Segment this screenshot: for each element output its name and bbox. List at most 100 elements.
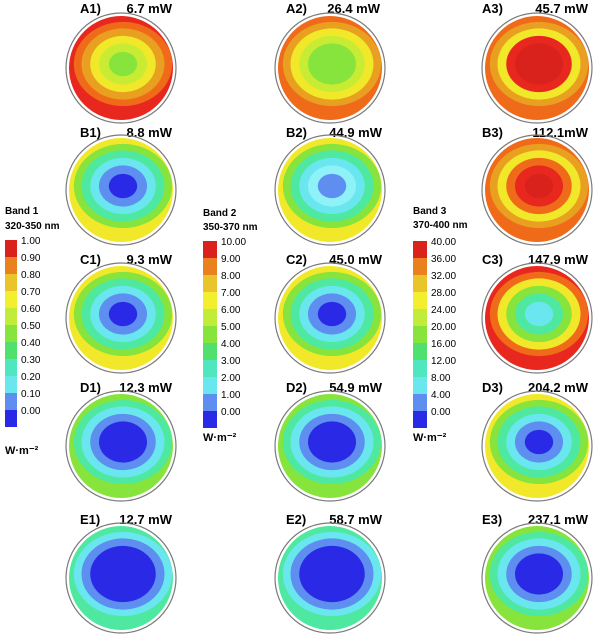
heatmap-panel-d2 (274, 390, 386, 502)
heatmap-panel-a2 (274, 12, 386, 124)
colorbar-3-tick: 32.00 (431, 271, 456, 282)
panel-label-e1: E1) (80, 512, 100, 527)
heatmap-contour (317, 301, 347, 327)
colorbar-1: 1.00 0.90 0.80 0.70 0.60 0.50 0.40 0.30 0.20 0.10… (5, 236, 41, 427)
heatmap-contour (108, 173, 138, 199)
colorbar-2: 10.00 9.00 8.00 7.00 6.00 5.00 4.00 3.00 2.00 1.0… (203, 237, 246, 428)
heatmap-contour (524, 173, 554, 199)
panel-label-e3: E3) (482, 512, 502, 527)
colorbar-2-tick: 1.00 (221, 390, 241, 401)
colorbar-2-tick: 2.00 (221, 373, 241, 384)
heatmap-contour (108, 429, 138, 455)
panel-outer-ring (481, 522, 593, 634)
power-label-a1: 6.7 mW (126, 1, 172, 16)
colorbar-2-swatch (203, 309, 217, 326)
panel-label-d2: D2) (286, 380, 307, 395)
power-label-d2: 54.9 mW (329, 380, 382, 395)
colorbar-3-tick: 40.00 (431, 237, 456, 248)
colorbar-3-swatch (413, 394, 427, 411)
colorbar-3-range: 370-400 nm (413, 220, 468, 231)
power-label-e1: 12.7 mW (119, 512, 172, 527)
colorbar-3-swatch (413, 411, 427, 428)
heatmap-contour (524, 429, 554, 455)
colorbar-3-swatch (413, 241, 427, 258)
colorbar-3-swatch (413, 292, 427, 309)
colorbar-1-range: 320-350 nm (5, 221, 60, 232)
panel-label-b2: B2) (286, 125, 307, 140)
panel-outer-ring (481, 262, 593, 374)
colorbar-2-tick: 9.00 (221, 254, 241, 265)
colorbar-3-tick: 28.00 (431, 288, 456, 299)
heatmap-contour (317, 561, 347, 587)
colorbar-2-unit: W·m⁻² (203, 432, 237, 444)
colorbar-1-tick: 0.40 (21, 338, 41, 349)
heatmap-panel-e3 (481, 522, 593, 634)
panel-label-c1: C1) (80, 252, 101, 267)
power-label-a2: 26.4 mW (327, 1, 380, 16)
heatmap-contour (108, 561, 138, 587)
colorbar-2-title: Band 2 (203, 208, 237, 219)
colorbar-3-tick: 16.00 (431, 339, 456, 350)
colorbar-3-swatch (413, 258, 427, 275)
panel-label-b3: B3) (482, 125, 503, 140)
colorbar-1-swatch (5, 393, 17, 410)
colorbar-1-swatch (5, 359, 17, 376)
colorbar-3-title: Band 3 (413, 206, 447, 217)
panel-outer-ring (274, 390, 386, 502)
colorbar-1-tick: 0.70 (21, 287, 41, 298)
power-label-b2: 44.9 mW (329, 125, 382, 140)
heatmap-contour (317, 173, 347, 199)
colorbar-2-tick: 0.00 (221, 407, 241, 418)
colorbar-1-tick: 0.00 (21, 406, 41, 417)
power-label-b1: 8.8 mW (126, 125, 172, 140)
power-label-e2: 58.7 mW (329, 512, 382, 527)
colorbar-2-tick: 5.00 (221, 322, 241, 333)
colorbar-3-tick: 4.00 (431, 390, 451, 401)
colorbar-2-swatch (203, 377, 217, 394)
power-label-c1: 9.3 mW (126, 252, 172, 267)
colorbar-2-range: 350-370 nm (203, 222, 258, 233)
heatmap-contour (317, 429, 347, 455)
heatmap-panel-a3 (481, 12, 593, 124)
heatmap-contour (524, 51, 554, 77)
colorbar-2-swatch (203, 411, 217, 428)
colorbar-3-unit: W·m⁻² (413, 432, 447, 444)
colorbar-2-swatch (203, 394, 217, 411)
panel-outer-ring (481, 12, 593, 124)
colorbar-1-tick: 0.30 (21, 355, 41, 366)
colorbar-3-swatch (413, 360, 427, 377)
colorbar-3-swatch (413, 309, 427, 326)
power-label-a3: 45.7 mW (535, 1, 588, 16)
panel-outer-ring (274, 12, 386, 124)
colorbar-3-tick: 36.00 (431, 254, 456, 265)
panel-label-a1: A1) (80, 1, 101, 16)
colorbar-1-tick: 0.90 (21, 253, 41, 264)
colorbar-2-swatch (203, 343, 217, 360)
colorbar-1-tick: 0.60 (21, 304, 41, 315)
colorbar-3-tick: 20.00 (431, 322, 456, 333)
colorbar-1-swatch (5, 342, 17, 359)
colorbar-1-swatch (5, 240, 17, 257)
heatmap-panel-c2 (274, 262, 386, 374)
panel-outer-ring (65, 522, 177, 634)
colorbar-2-swatch (203, 292, 217, 309)
panel-outer-ring (274, 134, 386, 246)
panel-outer-ring (274, 522, 386, 634)
colorbar-1-swatch (5, 410, 17, 427)
panel-label-c2: C2) (286, 252, 307, 267)
colorbar-1-title: Band 1 (5, 206, 39, 217)
colorbar-3-tick: 12.00 (431, 356, 456, 367)
heatmap-contour (524, 561, 554, 587)
colorbar-3-tick: 24.00 (431, 305, 456, 316)
heatmap-panels (65, 12, 593, 634)
colorbar-2-tick: 8.00 (221, 271, 241, 282)
heatmap-panel-e1 (65, 522, 177, 634)
colorbar-1-swatch (5, 274, 17, 291)
colorbar-3-swatch (413, 326, 427, 343)
colorbars: 1.00 0.90 0.80 0.70 0.60 0.50 0.40 0.30 0.20 0.10… (5, 236, 456, 428)
colorbar-2-swatch (203, 360, 217, 377)
heatmap-contour (108, 301, 138, 327)
heatmap-panel-c3 (481, 262, 593, 374)
heatmap-panel-b2 (274, 134, 386, 246)
